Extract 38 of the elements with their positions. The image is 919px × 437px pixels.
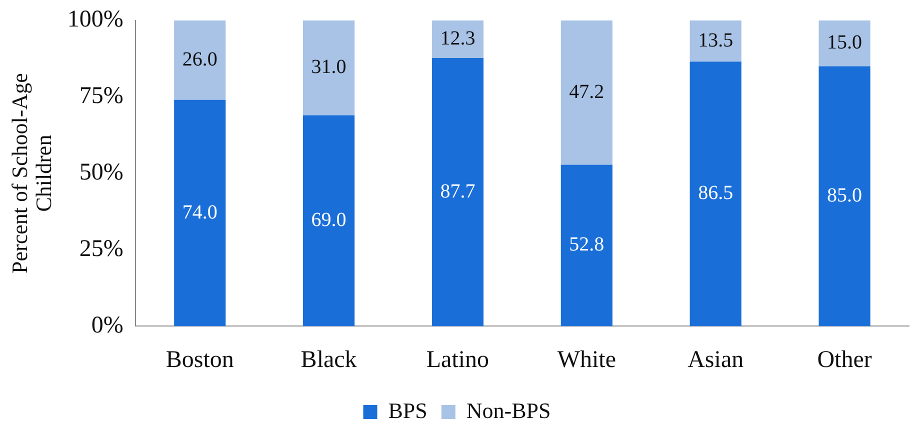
x-tick-label: Asian [688, 346, 744, 373]
y-tick-label: 100% [67, 6, 124, 33]
x-tick-label: Black [300, 346, 357, 373]
bar [690, 62, 742, 326]
data-label: 12.3 [440, 27, 476, 50]
data-label: 31.0 [311, 56, 346, 78]
data-label: 15.0 [827, 32, 862, 54]
data-label: 86.5 [698, 182, 734, 204]
data-label: 87.7 [440, 180, 476, 202]
data-label: 13.5 [698, 29, 734, 52]
bar [818, 20, 870, 66]
bar [174, 20, 226, 100]
bar [818, 66, 870, 326]
bar [174, 100, 226, 326]
bar [690, 20, 742, 62]
data-label: 85.0 [827, 184, 862, 206]
y-tick-label: 50% [79, 160, 124, 186]
data-label: 69.0 [311, 208, 346, 231]
y-tick-label: 0% [91, 312, 124, 338]
y-tick-label: 25% [79, 236, 124, 262]
x-tick-label: Boston [166, 346, 234, 373]
legend-label: BPS [388, 398, 428, 423]
y-tick-label: 75% [79, 83, 124, 110]
bar [560, 164, 612, 326]
data-label: 26.0 [182, 48, 218, 70]
data-label: 74.0 [182, 201, 218, 224]
bar [432, 20, 484, 58]
x-tick-label: Other [817, 346, 872, 373]
bar [560, 20, 612, 165]
bar [303, 20, 355, 116]
y-axis-title: Percent of School-Age Children [6, 73, 56, 274]
data-label: 52.8 [569, 234, 604, 256]
legend-label: Non-BPS [466, 398, 551, 423]
data-label: 47.2 [569, 80, 604, 103]
bar [432, 58, 484, 326]
x-tick-label: Latino [426, 346, 490, 373]
bar [303, 115, 355, 326]
x-tick-label: White [557, 346, 616, 373]
